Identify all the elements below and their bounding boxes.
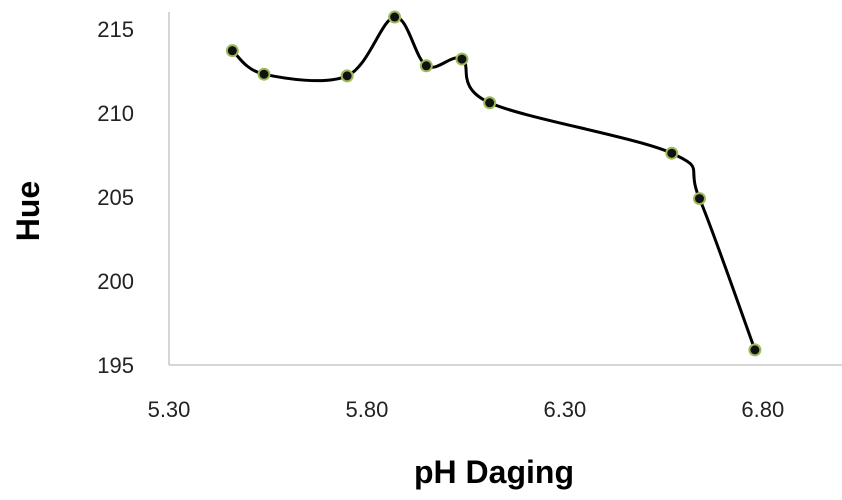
x-axis-title: pH Daging (414, 454, 574, 490)
data-point (419, 59, 433, 73)
data-point (455, 52, 469, 66)
y-tick-label: 210 (97, 101, 134, 126)
data-point (225, 44, 239, 58)
y-tick-label: 205 (97, 185, 134, 210)
x-tick-label: 6.30 (543, 397, 586, 422)
x-tick-label: 6.80 (741, 397, 784, 422)
data-point (692, 192, 706, 206)
data-points (225, 10, 762, 357)
data-point (257, 67, 271, 81)
y-tick-label: 200 (97, 269, 134, 294)
x-tick-label: 5.80 (346, 397, 389, 422)
data-point (388, 10, 402, 24)
y-axis-title: Hue (10, 181, 46, 241)
y-tick-label: 215 (97, 17, 134, 42)
data-point (483, 96, 497, 110)
y-tick-labels: 195 200 205 210 215 (97, 17, 134, 378)
data-point (340, 69, 354, 83)
x-tick-labels: 5.30 5.80 6.30 6.80 (148, 397, 785, 422)
series-line (230, 15, 757, 352)
data-point (665, 146, 679, 160)
y-tick-label: 195 (97, 353, 134, 378)
data-point (748, 343, 762, 357)
x-tick-label: 5.30 (148, 397, 191, 422)
